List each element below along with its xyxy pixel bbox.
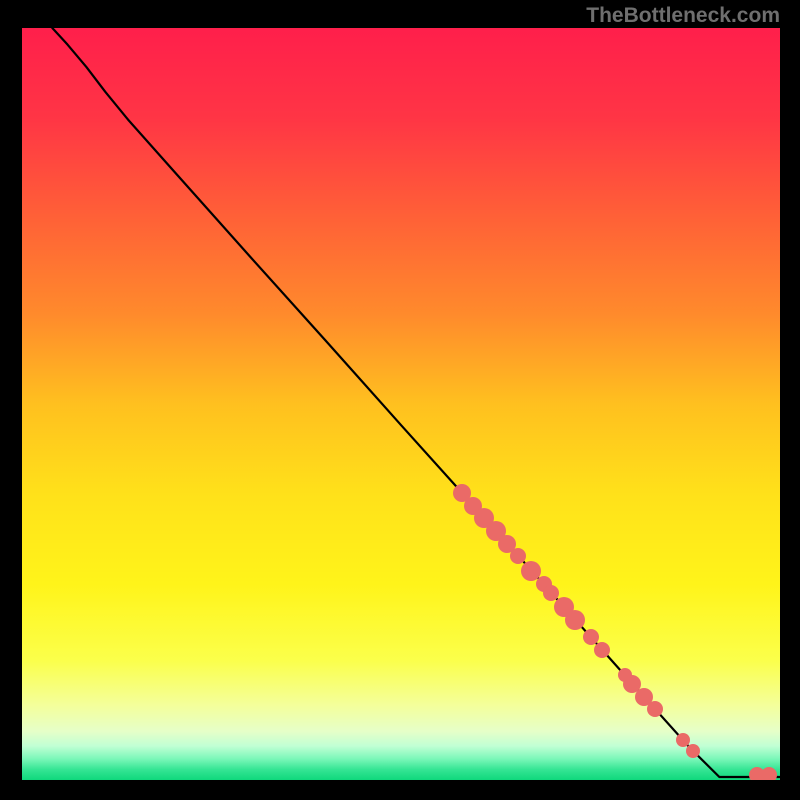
scatter-marker [510,548,526,564]
scatter-marker [761,767,777,780]
watermark-label: TheBottleneck.com [586,4,780,28]
scatter-marker [565,610,585,630]
plot-area [22,28,780,780]
scatter-marker [686,744,700,758]
bottleneck-curve [52,28,780,777]
scatter-marker [594,642,610,658]
scatter-marker [647,701,663,717]
curve-svg [22,28,780,780]
